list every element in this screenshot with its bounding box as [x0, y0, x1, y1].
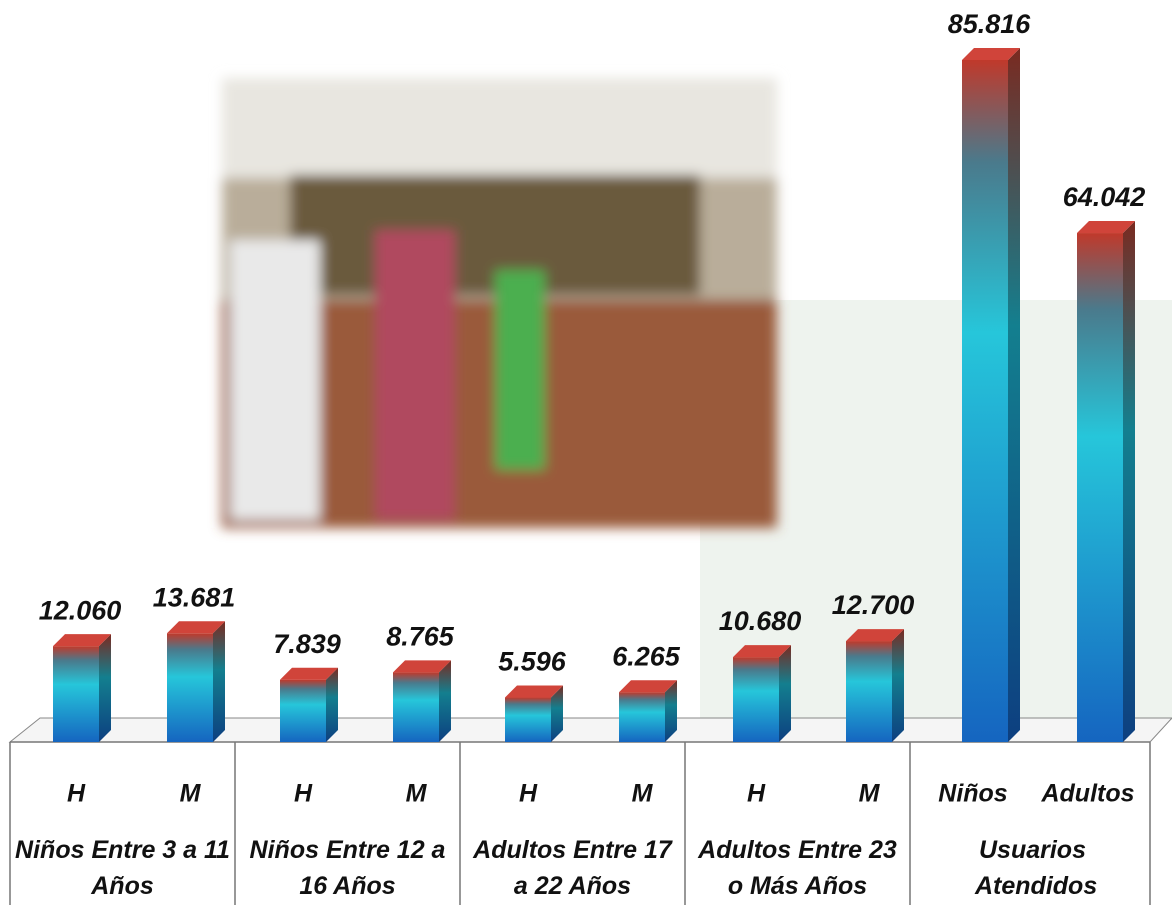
- bar: [1077, 221, 1135, 743]
- bar: [393, 660, 451, 742]
- value-label: 12.700: [832, 590, 915, 620]
- x-tick-label: Niños: [938, 780, 1008, 808]
- bar-top: [167, 621, 225, 634]
- value-label: 5.596: [498, 647, 567, 677]
- bar: [280, 667, 338, 742]
- bar-front: [846, 641, 892, 742]
- x-tick-label: Adultos: [1040, 780, 1134, 808]
- bar-side: [551, 685, 563, 742]
- x-tick-label: H: [67, 780, 86, 808]
- bar-front: [53, 646, 99, 742]
- bar-top: [733, 645, 791, 658]
- x-tick-label: M: [406, 780, 428, 808]
- bar-top: [280, 667, 338, 680]
- group-label: Niños Entre 12 a 16 Años: [249, 836, 446, 900]
- value-label: 6.265: [612, 641, 681, 671]
- bar-front: [619, 692, 665, 742]
- bar-front: [280, 679, 326, 742]
- group-label: Usuarios Atendidos: [975, 836, 1098, 900]
- bar-side: [892, 629, 904, 742]
- bar-top: [846, 629, 904, 642]
- value-label: 85.816: [948, 9, 1032, 39]
- bar-side: [1008, 48, 1020, 742]
- bar-front: [167, 633, 213, 742]
- bar: [846, 629, 904, 742]
- bar: [619, 680, 677, 742]
- value-label: 12.060: [39, 595, 122, 625]
- bar-side: [665, 680, 677, 742]
- bar-side: [1123, 221, 1135, 743]
- bar: [53, 634, 111, 742]
- value-label: 64.042: [1063, 182, 1146, 212]
- bar-side: [99, 634, 111, 742]
- bar-top: [619, 680, 677, 693]
- group-label: Adultos Entre 17 a 22 Años: [473, 836, 672, 900]
- value-label: 8.765: [386, 621, 455, 651]
- bar-side: [213, 621, 225, 742]
- bar-top: [505, 685, 563, 698]
- group-label: Niños Entre 3 a 11 Años: [15, 836, 230, 900]
- bar-front: [505, 697, 551, 742]
- bar: [962, 48, 1020, 742]
- bar-front: [1077, 233, 1123, 742]
- x-tick-label: H: [519, 780, 538, 808]
- bar-top: [53, 634, 111, 647]
- bar-front: [733, 657, 779, 742]
- bar: [733, 645, 791, 742]
- bar-top: [962, 48, 1020, 60]
- bar-top: [1077, 221, 1135, 234]
- value-label: 13.681: [153, 582, 236, 612]
- value-label: 10.680: [719, 606, 802, 636]
- x-tick-label: M: [859, 780, 881, 808]
- x-tick-label: M: [180, 780, 202, 808]
- bar-front: [962, 60, 1008, 742]
- x-tick-label: M: [632, 780, 654, 808]
- group-label: Adultos Entre 23 o Más Años: [698, 836, 897, 900]
- x-tick-label: H: [294, 780, 313, 808]
- photo: [222, 78, 777, 528]
- value-label: 7.839: [273, 629, 341, 659]
- bar-side: [779, 645, 791, 742]
- bar: [505, 685, 563, 742]
- bar-side: [326, 667, 338, 742]
- bar-side: [439, 660, 451, 742]
- bar-front: [393, 672, 439, 742]
- bar: [167, 621, 225, 742]
- x-tick-label: H: [747, 780, 766, 808]
- bar-top: [393, 660, 451, 673]
